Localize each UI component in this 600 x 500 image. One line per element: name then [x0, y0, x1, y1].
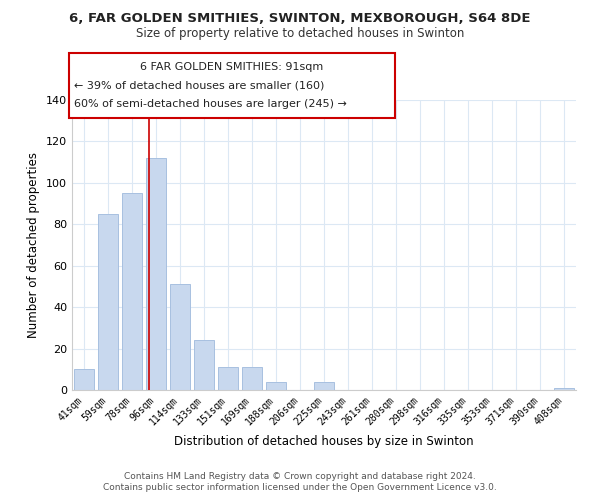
- Bar: [266, 382, 286, 390]
- Text: Contains HM Land Registry data © Crown copyright and database right 2024.: Contains HM Land Registry data © Crown c…: [124, 472, 476, 481]
- Bar: [98, 214, 118, 390]
- Text: 60% of semi-detached houses are larger (245) →: 60% of semi-detached houses are larger (…: [74, 98, 347, 108]
- Text: Size of property relative to detached houses in Swinton: Size of property relative to detached ho…: [136, 28, 464, 40]
- Bar: [314, 382, 334, 390]
- Bar: [194, 340, 214, 390]
- Bar: [218, 367, 238, 390]
- X-axis label: Distribution of detached houses by size in Swinton: Distribution of detached houses by size …: [174, 435, 474, 448]
- Text: Contains public sector information licensed under the Open Government Licence v3: Contains public sector information licen…: [103, 484, 497, 492]
- Bar: [170, 284, 190, 390]
- Bar: [242, 367, 262, 390]
- Bar: [146, 158, 166, 390]
- Bar: [554, 388, 574, 390]
- Bar: [122, 193, 142, 390]
- Text: ← 39% of detached houses are smaller (160): ← 39% of detached houses are smaller (16…: [74, 80, 324, 90]
- Y-axis label: Number of detached properties: Number of detached properties: [28, 152, 40, 338]
- Text: 6 FAR GOLDEN SMITHIES: 91sqm: 6 FAR GOLDEN SMITHIES: 91sqm: [140, 62, 323, 72]
- Bar: [74, 370, 94, 390]
- Text: 6, FAR GOLDEN SMITHIES, SWINTON, MEXBOROUGH, S64 8DE: 6, FAR GOLDEN SMITHIES, SWINTON, MEXBORO…: [69, 12, 531, 26]
